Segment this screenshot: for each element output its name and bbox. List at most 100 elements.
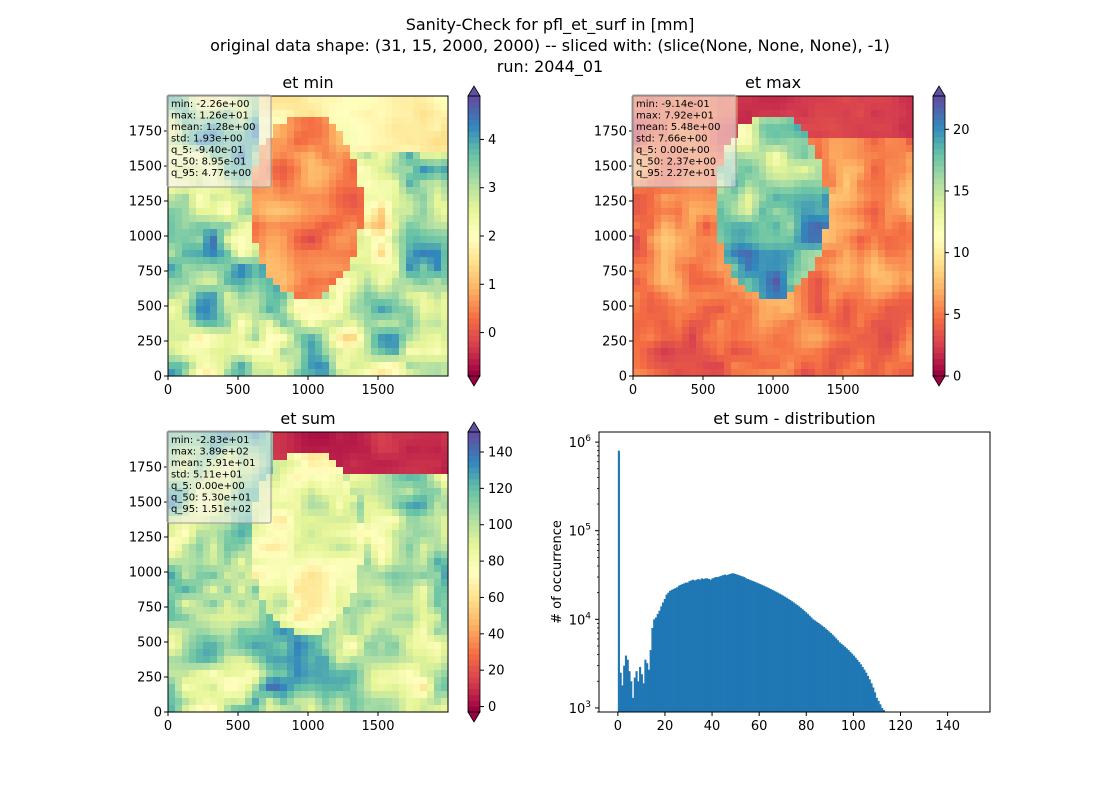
heatmap-cell — [252, 278, 260, 286]
colorbar-segment — [933, 359, 945, 365]
heatmap-cell — [399, 446, 407, 454]
heatmap-cell — [759, 292, 767, 300]
heatmap-cell — [696, 250, 704, 258]
heatmap-cell — [738, 257, 746, 265]
heatmap-cell — [252, 208, 260, 216]
heatmap-cell — [822, 313, 830, 321]
heatmap-cell — [315, 481, 323, 489]
heatmap-cell — [175, 215, 183, 223]
heatmap-cell — [392, 362, 400, 370]
heatmap-cell — [196, 691, 204, 699]
heatmap-cell — [308, 684, 316, 692]
heatmap-cell — [682, 327, 690, 335]
heatmap-cell — [633, 341, 641, 349]
heatmap-cell — [420, 453, 428, 461]
heatmap-cell — [752, 320, 760, 328]
colorbar-segment — [933, 329, 945, 335]
heatmap-cell — [203, 362, 211, 370]
colorbar-segment — [933, 300, 945, 306]
heatmap-cell — [385, 145, 393, 153]
heatmap-cell — [696, 341, 704, 349]
heatmap-cell — [378, 558, 386, 566]
heatmap-cell — [210, 208, 218, 216]
heatmap-cell — [413, 488, 421, 496]
heatmap-cell — [378, 131, 386, 139]
heatmap-cell — [434, 271, 442, 279]
heatmap-cell — [231, 656, 239, 664]
heatmap-cell — [392, 306, 400, 314]
heatmap-cell — [738, 152, 746, 160]
heatmap-cell — [434, 103, 442, 111]
heatmap-cell — [801, 369, 809, 377]
heatmap-cell — [343, 572, 351, 580]
heatmap-cell — [878, 292, 886, 300]
heatmap-cell — [420, 299, 428, 307]
y-tick-label: 1500 — [594, 160, 627, 175]
heatmap-cell — [217, 530, 225, 538]
heatmap-cell — [815, 166, 823, 174]
heatmap-cell — [406, 579, 414, 587]
heatmap-cell — [420, 103, 428, 111]
heatmap-cell — [434, 495, 442, 503]
heatmap-cell — [420, 327, 428, 335]
heatmap-cell — [420, 698, 428, 706]
heatmap-cell — [696, 194, 704, 202]
heatmap-cell — [168, 642, 176, 650]
heatmap-cell — [787, 264, 795, 272]
heatmap-cell — [301, 103, 309, 111]
heatmap-cell — [738, 159, 746, 167]
heatmap-cell — [843, 341, 851, 349]
heatmap-cell — [378, 285, 386, 293]
heatmap-cell — [350, 152, 358, 160]
heatmap-cell — [378, 250, 386, 258]
colorbar-segment — [468, 236, 480, 242]
heatmap-cell — [217, 257, 225, 265]
heatmap-cell — [273, 502, 281, 510]
heatmap-cell — [350, 138, 358, 146]
heatmap-cell — [392, 341, 400, 349]
heatmap-cell — [843, 320, 851, 328]
heatmap-cell — [773, 103, 781, 111]
heatmap-cell — [273, 131, 281, 139]
heatmap-cell — [238, 600, 246, 608]
heatmap-cell — [315, 236, 323, 244]
heatmap-cell — [357, 173, 365, 181]
heatmap-cell — [294, 516, 302, 524]
heatmap-cell — [196, 656, 204, 664]
heatmap-cell — [385, 173, 393, 181]
heatmap-cell — [350, 110, 358, 118]
heatmap-cell — [413, 460, 421, 468]
heatmap-cell — [217, 614, 225, 622]
heatmap-cell — [245, 530, 253, 538]
heatmap-cell — [661, 292, 669, 300]
heatmap-cell — [413, 110, 421, 118]
heatmap-cell — [231, 691, 239, 699]
heatmap-cell — [885, 180, 893, 188]
heatmap-cell — [273, 516, 281, 524]
stats-line: q_50: 2.37e+00 — [636, 157, 716, 168]
heatmap-cell — [801, 243, 809, 251]
heatmap-cell — [308, 705, 316, 713]
heatmap-cell — [406, 628, 414, 636]
heatmap-cell — [406, 488, 414, 496]
heatmap-cell — [301, 152, 309, 160]
heatmap-cell — [238, 551, 246, 559]
heatmap-cell — [829, 278, 837, 286]
heatmap-cell — [413, 369, 421, 377]
heatmap-cell — [399, 334, 407, 342]
heatmap-cell — [892, 348, 900, 356]
heatmap-cell — [168, 600, 176, 608]
heatmap-cell — [273, 348, 281, 356]
heatmap-cell — [231, 705, 239, 713]
heatmap-cell — [766, 166, 774, 174]
heatmap-cell — [378, 628, 386, 636]
heatmap-cell — [217, 320, 225, 328]
heatmap-cell — [287, 572, 295, 580]
heatmap-cell — [315, 432, 323, 440]
heatmap-cell — [336, 502, 344, 510]
heatmap-cell — [434, 341, 442, 349]
heatmap-cell — [731, 201, 739, 209]
heatmap-cell — [245, 670, 253, 678]
heatmap-cell — [301, 579, 309, 587]
heatmap-cell — [196, 614, 204, 622]
